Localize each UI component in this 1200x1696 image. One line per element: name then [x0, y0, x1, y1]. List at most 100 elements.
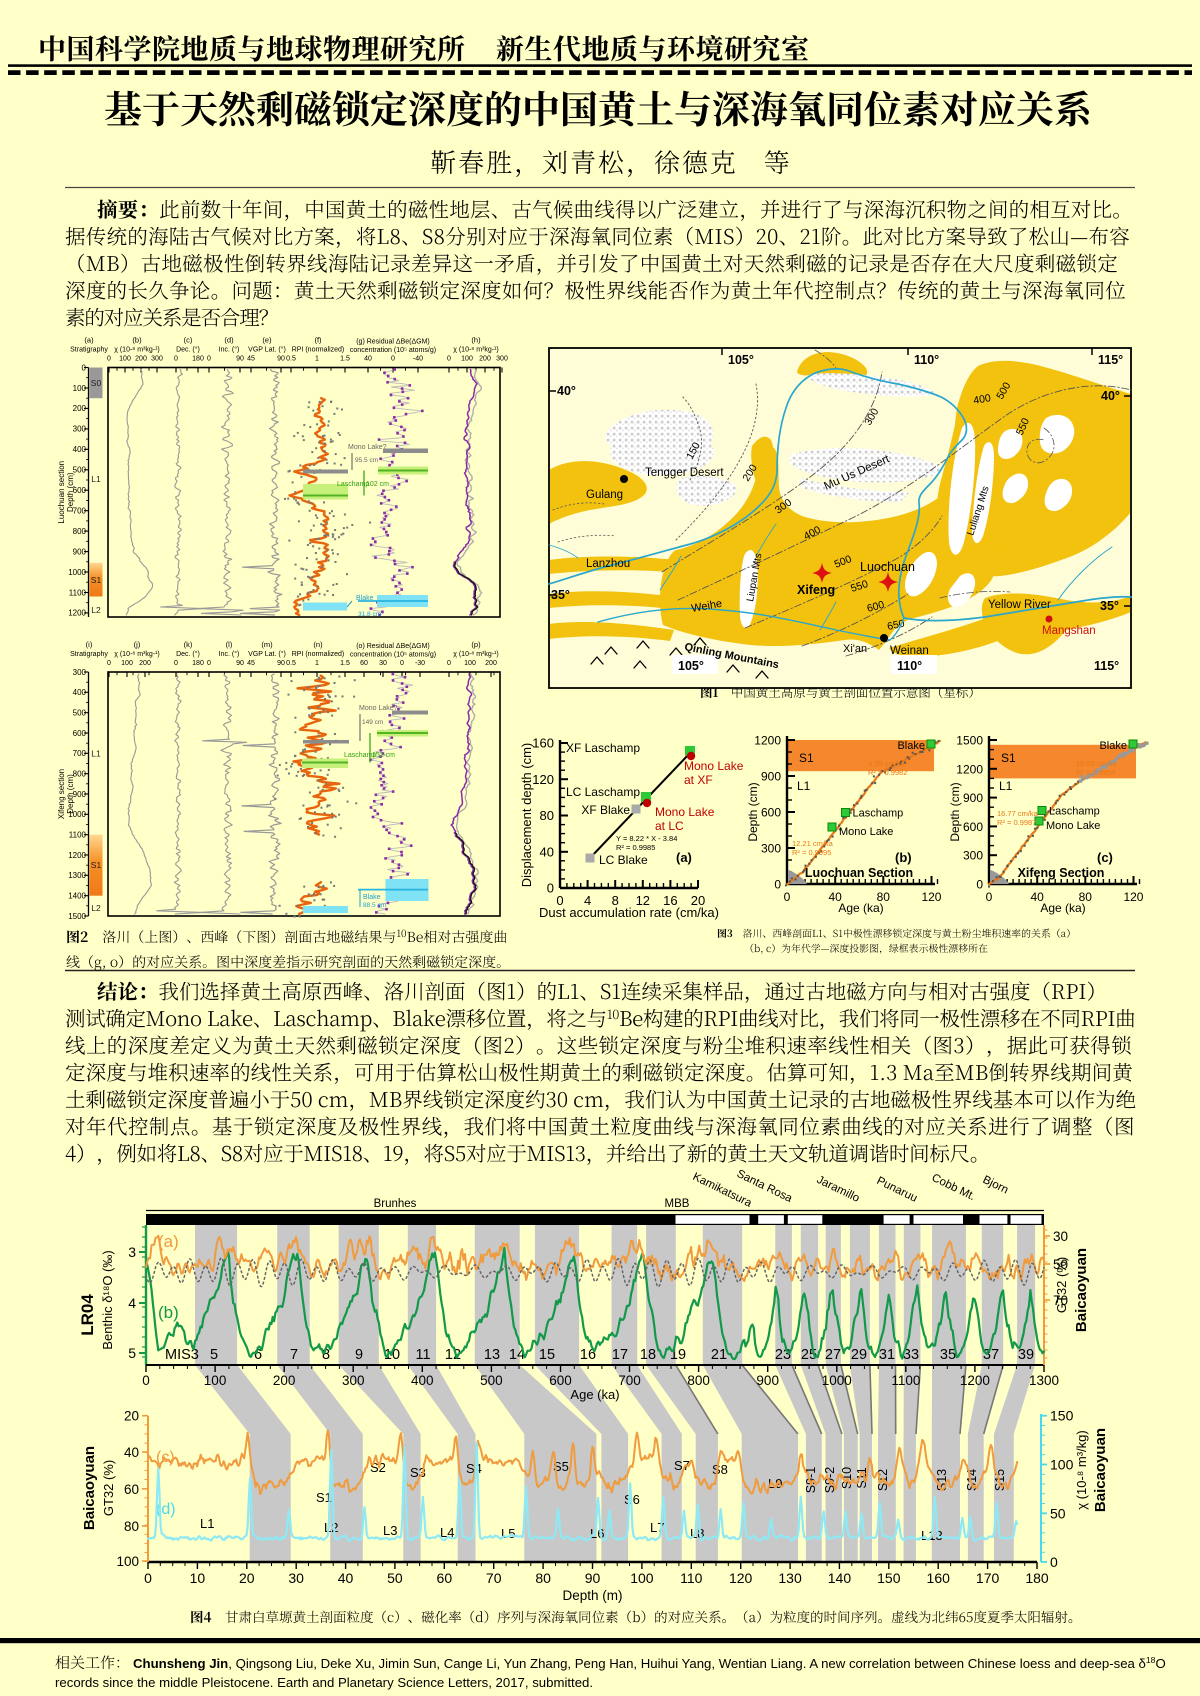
- svg-text:1.5: 1.5: [340, 356, 350, 363]
- svg-text:(n): (n): [313, 640, 323, 649]
- svg-text:200: 200: [139, 660, 151, 667]
- svg-text:S1: S1: [91, 575, 102, 585]
- svg-text:140: 140: [828, 1570, 852, 1586]
- svg-text:Laschamp: Laschamp: [1049, 806, 1100, 818]
- svg-text:0: 0: [391, 356, 395, 363]
- svg-text:LC Laschamp: LC Laschamp: [566, 785, 640, 799]
- svg-text:1000: 1000: [822, 1373, 852, 1388]
- svg-text:4: 4: [584, 893, 591, 908]
- svg-text:Blake: Blake: [363, 894, 381, 901]
- svg-text:50: 50: [387, 1570, 403, 1586]
- svg-text:100: 100: [116, 1554, 139, 1569]
- svg-text:Xi'an: Xi'an: [843, 643, 867, 655]
- svg-text:10.93 cm/ka: 10.93 cm/ka: [1076, 759, 1118, 768]
- svg-text:90: 90: [277, 356, 285, 363]
- svg-text:31.8 cm: 31.8 cm: [358, 611, 381, 618]
- svg-text:110°: 110°: [897, 659, 922, 673]
- svg-text:Baicaoyuan: Baicaoyuan: [81, 1446, 98, 1530]
- svg-text:120: 120: [1123, 890, 1143, 904]
- svg-text:170: 170: [976, 1570, 1000, 1586]
- svg-text:0: 0: [207, 660, 211, 667]
- svg-text:Blake: Blake: [897, 740, 925, 752]
- svg-text:R² = 0.9995: R² = 0.9995: [792, 848, 831, 857]
- svg-text:0: 0: [447, 356, 451, 363]
- svg-text:S11: S11: [855, 1467, 869, 1488]
- svg-text:100: 100: [1050, 1457, 1074, 1473]
- svg-text:XF Blake: XF Blake: [581, 803, 630, 817]
- svg-text:40°: 40°: [1101, 389, 1120, 403]
- svg-text:1: 1: [315, 356, 319, 363]
- svg-text:L3: L3: [383, 1523, 397, 1538]
- svg-text:150: 150: [877, 1570, 901, 1586]
- svg-text:Chunsheng Jin, Qingsong Liu, D: Chunsheng Jin, Qingsong Liu, Deke Xu, Ji…: [133, 1655, 1166, 1671]
- svg-text:0: 0: [447, 660, 451, 667]
- svg-text:(k): (k): [184, 640, 193, 649]
- svg-text:concentration (10⁵ atoms/g): concentration (10⁵ atoms/g): [350, 652, 436, 659]
- svg-text:-30: -30: [415, 660, 425, 667]
- svg-text:1400: 1400: [68, 891, 86, 900]
- svg-text:S1: S1: [1001, 751, 1016, 765]
- svg-text:900: 900: [73, 790, 87, 799]
- svg-text:9: 9: [355, 1347, 363, 1363]
- svg-text:40: 40: [1030, 890, 1044, 904]
- svg-text:Gulang: Gulang: [586, 489, 623, 501]
- svg-text:105°: 105°: [678, 659, 704, 673]
- svg-text:21: 21: [711, 1347, 727, 1363]
- svg-text:12: 12: [445, 1347, 461, 1363]
- svg-text:80: 80: [1079, 890, 1093, 904]
- svg-text:MBB: MBB: [665, 1198, 690, 1210]
- svg-text:GT32 (%): GT32 (%): [1054, 1257, 1069, 1313]
- svg-text:88.5 cm: 88.5 cm: [363, 902, 386, 909]
- svg-text:1500: 1500: [68, 912, 86, 921]
- svg-text:Luochuan Section: Luochuan Section: [805, 866, 913, 880]
- svg-text:30: 30: [379, 660, 387, 667]
- svg-text:(l): (l): [226, 640, 233, 649]
- svg-text:180: 180: [192, 660, 204, 667]
- svg-text:0: 0: [547, 881, 554, 896]
- svg-text:Blake: Blake: [356, 595, 374, 602]
- svg-text:800: 800: [73, 769, 87, 778]
- svg-text:80: 80: [877, 890, 891, 904]
- svg-text:45: 45: [247, 356, 255, 363]
- svg-text:0: 0: [142, 1373, 150, 1388]
- svg-text:0: 0: [556, 893, 563, 908]
- svg-text:100: 100: [461, 356, 473, 363]
- svg-text:70: 70: [1053, 1293, 1068, 1308]
- svg-text:(j): (j): [134, 640, 141, 649]
- svg-text:150: 150: [1050, 1408, 1074, 1424]
- svg-text:900: 900: [761, 770, 781, 784]
- svg-text:35°: 35°: [551, 588, 570, 602]
- svg-text:χ (10-⁸ m³kg-¹): χ (10-⁸ m³kg-¹): [453, 347, 499, 354]
- svg-text:19: 19: [670, 1347, 686, 1363]
- svg-text:Depth (cm): Depth (cm): [66, 472, 75, 512]
- svg-text:300: 300: [342, 1373, 365, 1388]
- svg-text:60: 60: [124, 1482, 139, 1497]
- svg-text:0: 0: [400, 660, 404, 667]
- svg-text:1200: 1200: [68, 851, 86, 860]
- svg-text:S1: S1: [316, 1490, 332, 1505]
- svg-text:χ (10-⁸ m³kg-¹): χ (10-⁸ m³kg-¹): [114, 347, 160, 354]
- svg-text:RPI (normalized): RPI (normalized): [292, 347, 345, 354]
- svg-text:120: 120: [532, 772, 554, 787]
- svg-text:8: 8: [322, 1347, 330, 1363]
- svg-text:Jaramillo: Jaramillo: [815, 1174, 862, 1205]
- svg-text:40: 40: [338, 1570, 354, 1586]
- svg-text:37: 37: [983, 1347, 999, 1363]
- svg-text:L2: L2: [91, 903, 101, 913]
- svg-text:6: 6: [254, 1347, 262, 1363]
- svg-text:105°: 105°: [728, 353, 754, 367]
- svg-text:Luochuan section: Luochuan section: [57, 461, 66, 524]
- svg-text:Depth (cm): Depth (cm): [66, 774, 75, 814]
- svg-text:300: 300: [496, 356, 508, 363]
- svg-text:at LC: at LC: [655, 819, 684, 833]
- svg-text:40: 40: [364, 356, 372, 363]
- svg-text:0: 0: [174, 660, 178, 667]
- svg-text:Age (ka): Age (ka): [570, 1387, 619, 1402]
- svg-text:at XF: at XF: [684, 773, 713, 787]
- svg-text:40: 40: [124, 1445, 139, 1460]
- svg-text:160: 160: [532, 736, 554, 751]
- svg-text:600: 600: [761, 806, 781, 820]
- svg-text:300: 300: [151, 356, 163, 363]
- svg-text:180: 180: [1025, 1570, 1049, 1586]
- svg-text:300: 300: [73, 668, 87, 677]
